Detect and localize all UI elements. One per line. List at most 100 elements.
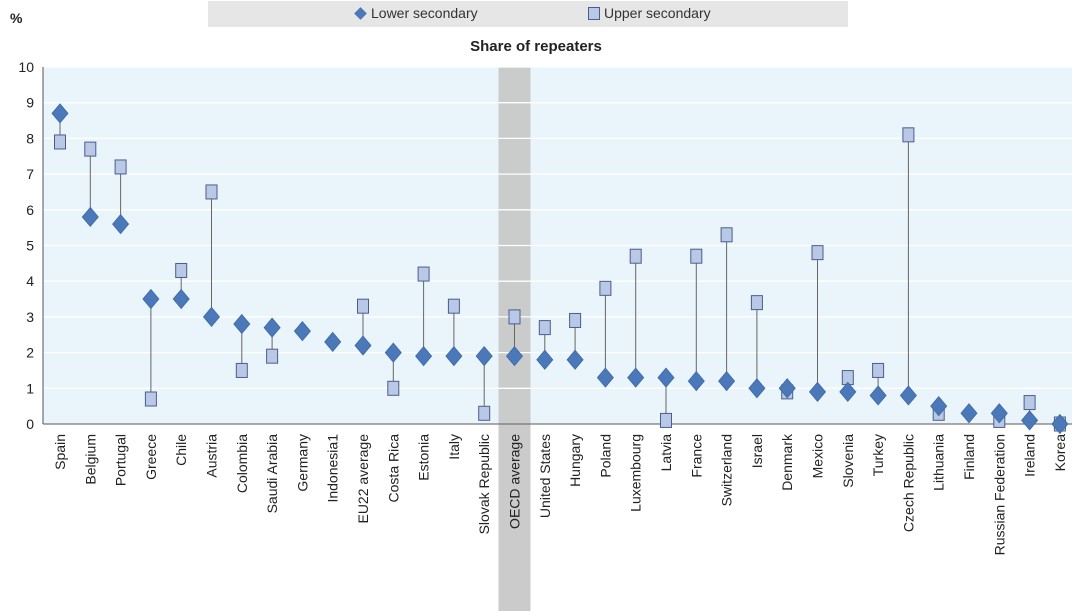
lower-secondary-point: [899, 385, 917, 406]
y-tick-label: 0: [26, 416, 34, 432]
legend-item-upper-secondary: Upper secondary: [588, 5, 711, 21]
square-marker-icon: [588, 6, 600, 20]
lower-secondary-point: [233, 313, 251, 335]
x-tick-label: Finland: [961, 434, 977, 480]
upper-secondary-point: [902, 127, 915, 143]
x-tick-label: Italy: [446, 434, 462, 460]
lower-secondary-point: [657, 367, 675, 388]
upper-secondary-point: [417, 266, 430, 282]
lower-secondary-point: [475, 346, 493, 367]
upper-secondary-point: [266, 348, 279, 364]
upper-secondary-point: [629, 248, 642, 264]
lower-secondary-point: [687, 371, 705, 392]
lower-secondary-point: [293, 321, 311, 342]
legend-item-lower-secondary: Lower secondary: [354, 5, 478, 21]
lower-secondary-point: [869, 385, 887, 406]
y-axis-unit: %: [10, 10, 23, 26]
legend-label-lower: Lower secondary: [371, 5, 478, 21]
x-tick-label: Indonesia1: [325, 434, 341, 503]
lower-secondary-point: [596, 367, 614, 388]
lower-secondary-point: [960, 403, 978, 424]
upper-secondary-point: [54, 134, 66, 150]
upper-secondary-point: [205, 184, 218, 200]
x-tick-label: Slovenia: [840, 434, 856, 488]
upper-secondary-point: [478, 405, 491, 421]
lower-secondary-point: [748, 378, 766, 399]
upper-secondary-point: [690, 248, 703, 264]
lower-secondary-point: [263, 317, 281, 338]
x-tick-label: EU22 average: [355, 434, 371, 524]
upper-secondary-point: [357, 298, 369, 314]
x-tick-label: United States: [537, 434, 553, 518]
upper-secondary-point: [660, 412, 672, 428]
x-tick-label: Hungary: [567, 434, 583, 487]
x-tick-label: Greece: [143, 434, 159, 480]
chart-title: Share of repeaters: [470, 38, 602, 55]
lower-secondary-point: [1021, 410, 1039, 431]
upper-secondary-point: [750, 295, 763, 311]
upper-secondary-point: [508, 309, 521, 325]
upper-secondary-point: [114, 159, 127, 175]
x-tick-label: Czech Republic: [900, 434, 916, 532]
y-tick-label: 1: [26, 380, 34, 396]
x-tick-label: Portugal: [113, 434, 129, 486]
x-tick-label: Turkey: [870, 434, 886, 476]
upper-secondary-point: [84, 141, 97, 157]
lower-secondary-point: [445, 346, 463, 367]
lower-secondary-point: [778, 378, 796, 399]
lower-secondary-point: [324, 331, 342, 353]
lower-secondary-point: [384, 342, 402, 363]
x-tick-label: Spain: [52, 434, 68, 470]
x-tick-label: Luxembourg: [628, 434, 644, 512]
legend: Lower secondary Upper secondary: [208, 1, 848, 27]
lower-secondary-point: [172, 288, 190, 310]
x-tick-label: Chile: [173, 434, 189, 466]
lower-secondary-point: [990, 403, 1008, 424]
upper-secondary-point: [569, 312, 582, 328]
lower-secondary-point: [627, 367, 645, 388]
x-tick-label: Estonia: [416, 434, 432, 481]
upper-secondary-point: [811, 245, 824, 261]
lower-secondary-point: [930, 396, 948, 417]
y-tick-label: 6: [26, 202, 34, 218]
legend-label-upper: Upper secondary: [604, 5, 711, 21]
y-tick-label: 8: [26, 130, 34, 146]
upper-secondary-point: [1023, 395, 1036, 411]
lower-secondary-point: [142, 288, 160, 310]
x-tick-label: Mexico: [810, 434, 826, 479]
x-tick-label: Switzerland: [719, 434, 735, 506]
lower-secondary-point: [505, 346, 524, 367]
upper-secondary-point: [235, 362, 248, 378]
x-tick-label: Austria: [204, 434, 220, 478]
upper-secondary-point: [599, 280, 612, 296]
y-tick-label: 10: [18, 59, 34, 75]
lower-secondary-point: [51, 103, 69, 124]
y-tick-label: 7: [26, 166, 34, 182]
y-tick-label: 9: [26, 95, 34, 111]
y-tick-label: 2: [26, 345, 34, 361]
y-tick-label: 3: [26, 309, 34, 325]
lower-secondary-point: [415, 346, 433, 367]
lower-secondary-point: [81, 206, 99, 228]
upper-secondary-point: [538, 320, 551, 336]
x-tick-label: Germany: [294, 434, 310, 492]
x-tick-label: Israel: [749, 434, 765, 468]
y-tick-label: 4: [26, 273, 34, 289]
x-tick-label: Latvia: [658, 434, 674, 472]
lower-secondary-point: [808, 381, 827, 402]
lower-secondary-point: [1051, 413, 1069, 435]
lower-secondary-point: [536, 349, 554, 370]
upper-secondary-point: [872, 362, 885, 378]
x-tick-label: Costa Rica: [385, 434, 401, 503]
x-tick-label: Saudi Arabia: [264, 434, 280, 514]
lower-secondary-point: [202, 306, 221, 328]
lower-secondary-point: [112, 213, 130, 235]
x-tick-label: Russian Federation: [991, 434, 1007, 555]
upper-secondary-point: [175, 262, 188, 278]
x-tick-label: Korea: [1052, 434, 1068, 472]
upper-secondary-point: [387, 380, 400, 396]
upper-secondary-point: [144, 391, 157, 407]
y-tick-label: 5: [26, 238, 34, 254]
x-tick-label: Belgium: [82, 434, 98, 485]
